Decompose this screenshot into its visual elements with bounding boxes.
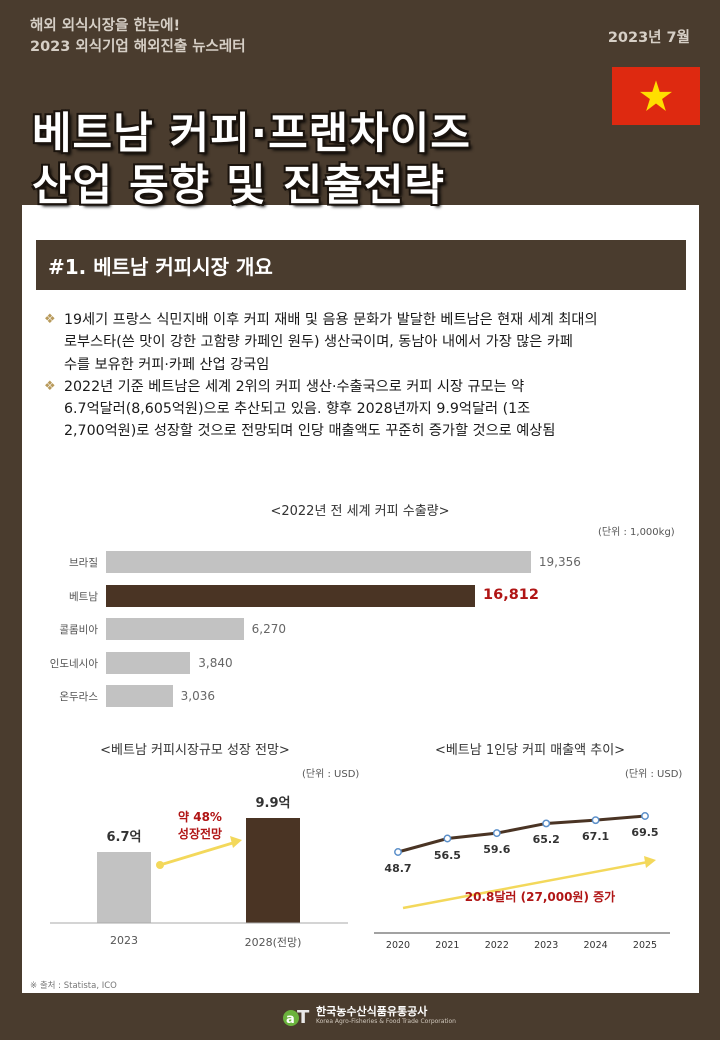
bar <box>106 551 531 573</box>
point-value-label: 67.1 <box>582 830 610 844</box>
point-value-label: 69.5 <box>631 826 659 839</box>
data-point <box>492 829 501 838</box>
bar-value-label: 16,812 <box>483 586 539 603</box>
logo: a T 한국농수산식품유통공사 Korea Agro-Fisheries & F… <box>282 1004 456 1028</box>
increase-annotation: 20.8달러 (27,000원) 증가 <box>464 890 616 904</box>
bullet-line: 19세기 프랑스 식민지배 이후 커피 재배 및 음용 문화가 발달한 베트남은… <box>64 312 598 328</box>
section-heading: #1. 베트남 커피시장 개요 <box>36 240 686 290</box>
increase-arrow <box>402 860 649 910</box>
x-tick-label: 2020 <box>385 940 411 951</box>
page-title: 베트남 커피·프랜차이즈 산업 동향 및 진출전략 <box>32 108 471 212</box>
subtitle-line-1: 해외 외식시장을 한눈에! <box>30 18 181 34</box>
growth-annotation-line-1: 약 48% <box>178 810 222 824</box>
title-line-1: 베트남 커피·프랜차이즈 <box>32 109 471 159</box>
data-point <box>591 816 600 825</box>
point-value-label: 65.2 <box>532 833 560 847</box>
diamond-bullet-icon: ❖ <box>44 378 56 394</box>
bullet-item: ❖ 2022년 기준 베트남은 세계 2위의 커피 생산·수출국으로 커피 시장… <box>44 376 676 443</box>
export-chart-title: <2022년 전 세계 커피 수출량> <box>270 504 450 519</box>
market-chart-unit: (단위 : USD) <box>302 769 360 780</box>
bar-value-label: 6,270 <box>251 622 286 636</box>
bar-category-label: 온두라스 <box>59 691 98 703</box>
diamond-bullet-icon: ❖ <box>44 312 56 327</box>
bullet-line: 6.7억달러(8,605억원)으로 추산되고 있음. 향후 2028년까지 9.… <box>64 401 531 418</box>
market-chart-title: <베트남 커피시장규모 성장 전망> <box>100 743 290 758</box>
subtitle-line-2: 2023 외식기업 해외진출 뉴스레터 <box>30 39 246 55</box>
bar-category-label: 2023 <box>110 934 138 947</box>
arrow-head-icon <box>644 856 656 868</box>
growth-annotation: 약 48% 성장전망 <box>160 809 240 843</box>
bar <box>97 851 151 923</box>
per-capita-chart-title: <베트남 1인당 커피 매출액 추이> <box>434 743 626 758</box>
bar-value-label: 3,036 <box>180 689 215 703</box>
bar <box>246 818 300 923</box>
star-icon <box>640 80 672 111</box>
logo-name: 한국농수산식품유통공사 <box>316 1005 428 1018</box>
bar-value-label: 6.7억 <box>106 829 142 845</box>
x-tick-label: 2023 <box>534 940 559 951</box>
bar-category-label: 베트남 <box>69 590 98 603</box>
at-logo-icon: a T <box>282 1004 312 1028</box>
data-point <box>641 812 649 820</box>
bar <box>106 651 191 674</box>
bar-value-label: 9.9억 <box>255 796 291 811</box>
bar <box>106 685 173 707</box>
title-line-2: 산업 동향 및 진출전략 <box>32 161 445 211</box>
issue-date: 2023년 7월 <box>607 30 690 46</box>
bullet-line: 2022년 기준 베트남은 세계 2위의 커피 생산·수출국으로 커피 시장 규… <box>64 378 525 395</box>
x-tick-label: 2021 <box>435 940 460 951</box>
data-point <box>394 848 402 856</box>
vietnam-flag-icon <box>612 67 700 125</box>
newsletter-subtitle: 해외 외식시장을 한눈에! 2023 외식기업 해외진출 뉴스레터 <box>30 16 246 58</box>
bullet-line: 수를 보유한 커피·카페 산업 강국임 <box>64 356 270 373</box>
bar-category-label: 2028(전망) <box>244 936 302 949</box>
bullet-line: 2,700억원)로 성장할 것으로 전망되며 인당 매출액도 꾸준히 증가할 것… <box>64 423 556 440</box>
data-point <box>542 819 551 828</box>
x-tick-label: 2022 <box>484 940 509 951</box>
bullet-list: ❖ 19세기 프랑스 식민지배 이후 커피 재배 및 음용 문화가 발달한 베트… <box>44 309 676 443</box>
logo-english: Korea Agro-Fisheries & Food Trade Corpor… <box>316 1018 456 1025</box>
bar-category-label: 브라질 <box>69 557 98 569</box>
export-chart-unit: (단위 : 1,000kg) <box>598 527 675 538</box>
series-line <box>397 814 646 854</box>
data-point <box>443 834 452 843</box>
bar-category-label: 콜롬비아 <box>59 624 98 636</box>
svg-text:a: a <box>286 1012 295 1027</box>
bar-category-label: 인도네시아 <box>49 657 98 670</box>
growth-annotation-line-2: 성장전망 <box>177 827 223 841</box>
per-capita-chart-unit: (단위 : USD) <box>625 769 683 780</box>
x-tick-label: 2024 <box>583 940 608 951</box>
bar <box>106 618 244 640</box>
point-value-label: 48.7 <box>384 862 412 875</box>
arrow-head-icon <box>230 836 242 848</box>
bullet-line: 로부스타(쓴 맛이 강한 고함량 카페인 원두) 생산국이며, 동남아 내에서 … <box>64 334 573 351</box>
arrow-start-dot <box>156 861 164 869</box>
svg-text:T: T <box>297 1007 310 1028</box>
bar-value-label: 3,840 <box>198 655 233 670</box>
bar-value-label: 19,356 <box>538 555 581 569</box>
growth-arrow <box>159 840 237 867</box>
point-value-label: 59.6 <box>483 843 511 857</box>
bullet-item: ❖ 19세기 프랑스 식민지배 이후 커피 재배 및 음용 문화가 발달한 베트… <box>44 309 676 376</box>
x-tick-label: 2025 <box>632 940 658 951</box>
bar <box>106 584 476 607</box>
source-note: ※ 출처 : Statista, ICO <box>30 981 117 991</box>
point-value-label: 56.5 <box>433 848 461 862</box>
